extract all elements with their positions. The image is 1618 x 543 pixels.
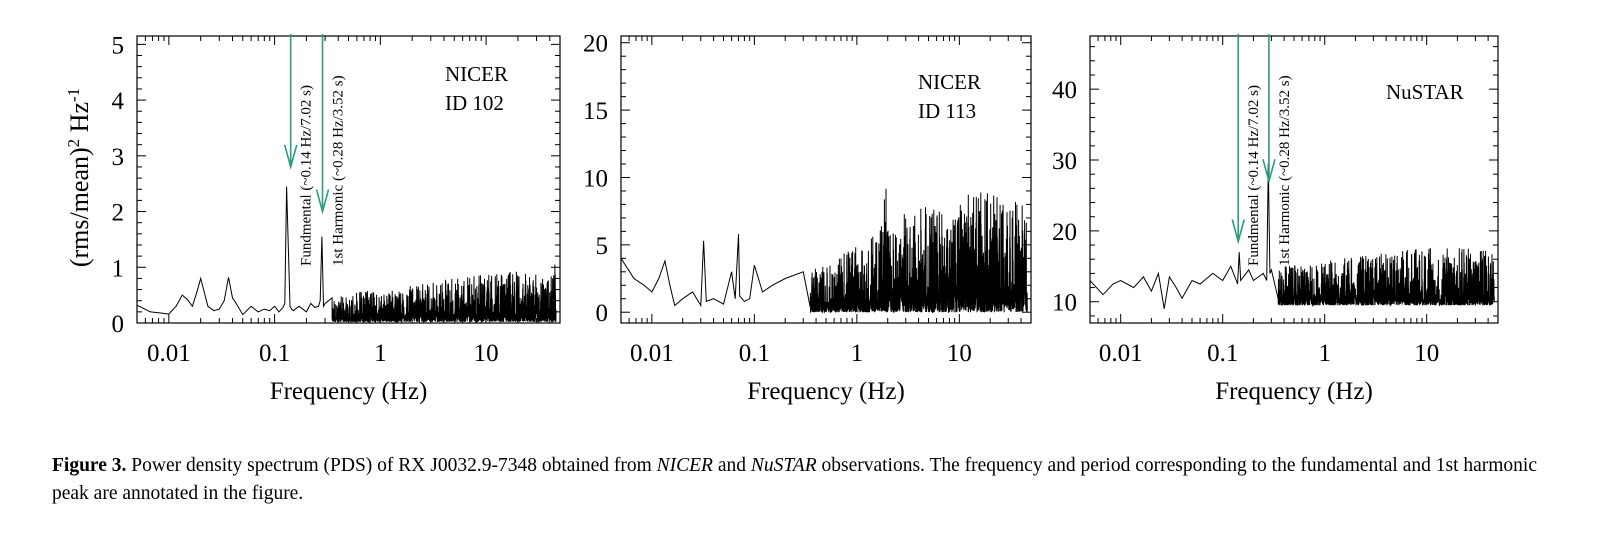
caption-label: Figure 3. bbox=[52, 455, 127, 476]
y-tick-label: 10 bbox=[583, 165, 608, 192]
y-tick-label: 0 bbox=[112, 311, 125, 338]
annotation-arrow-head bbox=[315, 189, 330, 215]
x-axis-label: Frequency (Hz) bbox=[747, 378, 905, 405]
y-tick-label: 0 bbox=[596, 300, 609, 327]
y-tick-label: 1 bbox=[112, 255, 125, 282]
y-tick-label: 4 bbox=[112, 88, 125, 115]
x-axis-label: Frequency (Hz) bbox=[270, 378, 428, 405]
panel-label: NICER bbox=[445, 62, 508, 86]
panel-label: NICER bbox=[918, 70, 981, 94]
panel-label: ID 113 bbox=[918, 99, 976, 123]
x-tick-label: 1 bbox=[1318, 340, 1331, 367]
x-tick-label: 0.01 bbox=[147, 340, 191, 367]
data-series-line bbox=[1090, 163, 1495, 309]
chart-panel-left: 0.01 0.1 1 10 0 1 2 3 4 5 Frequency (Hz) (rms/mean)… bbox=[64, 32, 561, 405]
chart-panel-middle: 0.01 0.1 1 10 0 5 10 15 20 Frequency (Hz) NICER ID … bbox=[583, 31, 1032, 405]
figure-caption: Figure 3. Power density spectrum (PDS) o… bbox=[52, 452, 1572, 508]
y-tick-label: 5 bbox=[112, 32, 125, 59]
annotation-arrow-head bbox=[1262, 159, 1276, 185]
y-tick-label: 3 bbox=[112, 144, 125, 171]
chart-panel-right: 0.01 0.1 1 10 10 20 30 40 Frequency (Hz) NuSTAR Fu… bbox=[1052, 34, 1499, 405]
caption-text-1: Power density spectrum (PDS) of RX J0032… bbox=[126, 455, 657, 476]
y-tick-label: 20 bbox=[1052, 219, 1077, 246]
y-tick-label: 15 bbox=[583, 98, 608, 125]
x-tick-label: 0.1 bbox=[739, 340, 770, 367]
y-tick-label: 30 bbox=[1052, 148, 1077, 175]
x-tick-label: 1 bbox=[851, 340, 864, 367]
y-tick-label: 10 bbox=[1052, 290, 1077, 317]
y-tick-label: 40 bbox=[1052, 77, 1077, 104]
y-tick-label: 20 bbox=[583, 31, 608, 58]
x-tick-label: 0.01 bbox=[630, 340, 674, 367]
data-series-line bbox=[137, 186, 557, 323]
data-series-line bbox=[621, 188, 1028, 314]
annotation-label: Fundmental (~0.14 Hz/7.02 s) bbox=[1246, 85, 1262, 266]
x-tick-label: 0.1 bbox=[259, 340, 290, 367]
panel-label: NuSTAR bbox=[1386, 80, 1464, 104]
annotation-label: 1st Harmonic (~0.28 Hz/3.52 s) bbox=[1277, 75, 1293, 266]
x-tick-label: 10 bbox=[1414, 340, 1439, 367]
x-tick-label: 10 bbox=[474, 340, 499, 367]
annotation-label: 1st Harmonic (~0.28 Hz/3.52 s) bbox=[331, 75, 347, 266]
x-tick-label: 10 bbox=[947, 340, 972, 367]
caption-text-3: observations. The frequency and period c… bbox=[52, 455, 1537, 504]
x-tick-label: 1 bbox=[374, 340, 387, 367]
annotation-arrow-head bbox=[283, 144, 298, 171]
x-tick-label: 0.1 bbox=[1207, 340, 1238, 367]
y-tick-label: 2 bbox=[112, 200, 125, 227]
annotation-arrow-head bbox=[1231, 219, 1246, 245]
caption-em-nicer: NICER bbox=[656, 455, 713, 476]
x-tick-label: 0.01 bbox=[1099, 340, 1143, 367]
annotation-label: Fundmental (~0.14 Hz/7.02 s) bbox=[299, 85, 315, 266]
panel-label: ID 102 bbox=[445, 91, 504, 115]
x-axis-label: Frequency (Hz) bbox=[1215, 378, 1373, 405]
y-tick-label: 5 bbox=[596, 233, 609, 260]
caption-text-2: and bbox=[712, 455, 751, 476]
y-axis-label: (rms/mean)2 Hz-1 bbox=[64, 88, 95, 267]
caption-em-nustar: NuSTAR bbox=[750, 455, 817, 476]
